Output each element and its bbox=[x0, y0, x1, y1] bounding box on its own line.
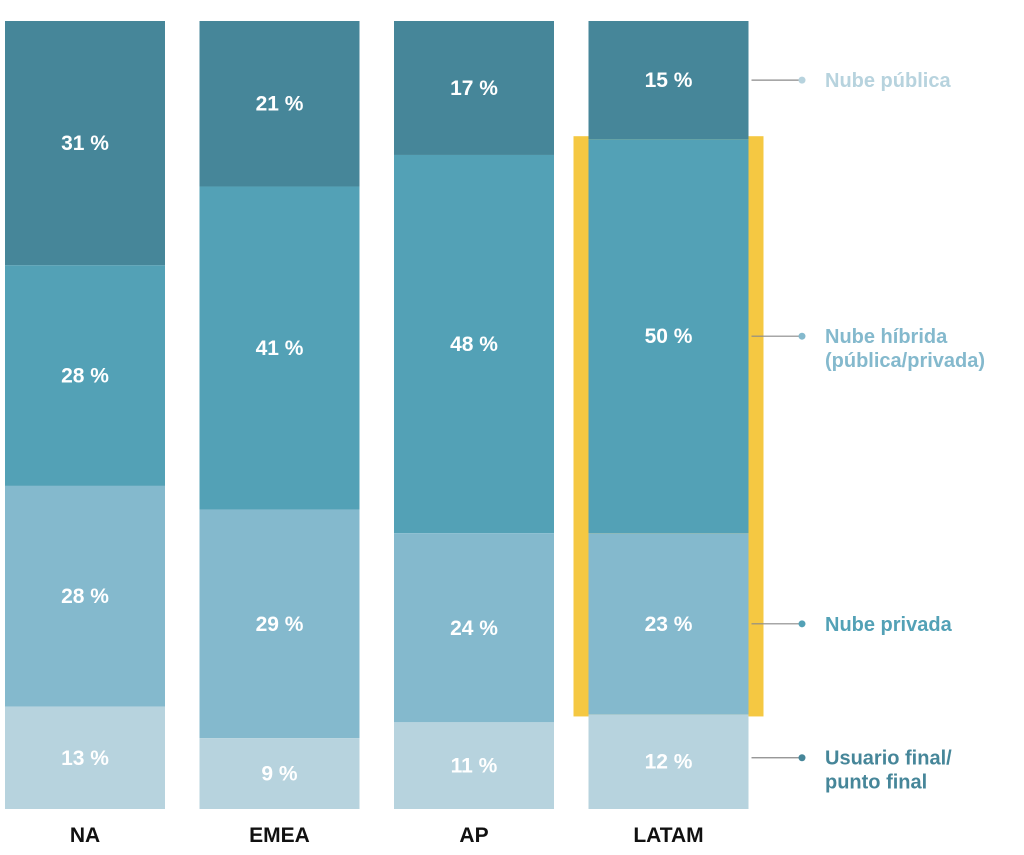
bar-segment-ap-nube-privada bbox=[394, 533, 554, 723]
data-label-ap-nube-privada: 24 % bbox=[450, 617, 498, 640]
bar-segment-ap-nube-publica bbox=[394, 21, 554, 155]
legend-label-nube-publica: Nube pública bbox=[825, 70, 951, 92]
legend-label-nube-privada: Nube privada bbox=[825, 614, 953, 636]
data-label-emea-nube-privada: 29 % bbox=[256, 613, 304, 636]
legend-label-usuario-final-punto-final-line-2: punto final bbox=[825, 772, 927, 794]
legend-dot-usuario-final-punto-final bbox=[798, 754, 806, 762]
bar-segment-na-nube-publica bbox=[5, 21, 165, 266]
bar-segment-na-nube-hibrida-publica-privada bbox=[5, 265, 165, 486]
legend-dot-nube-publica bbox=[798, 76, 806, 84]
data-label-latam-nube-hibrida-publica-privada: 50 % bbox=[645, 325, 693, 348]
category-label-na: NA bbox=[70, 824, 100, 847]
bar-segment-emea-nube-hibrida-publica-privada bbox=[199, 186, 360, 510]
data-label-ap-nube-hibrida-publica-privada: 48 % bbox=[450, 333, 498, 356]
legend-label-usuario-final-punto-final-line-1: Usuario final/ bbox=[825, 748, 952, 770]
bar-segment-latam-nube-publica bbox=[588, 21, 749, 140]
data-label-na-nube-privada: 28 % bbox=[61, 585, 109, 608]
data-label-latam-usuario-final-punto-final: 12 % bbox=[645, 751, 693, 774]
data-label-emea-usuario-final-punto-final: 9 % bbox=[261, 763, 298, 786]
data-label-latam-nube-publica: 15 % bbox=[645, 69, 693, 92]
data-label-emea-nube-hibrida-publica-privada: 41 % bbox=[256, 337, 304, 360]
category-label-emea: EMEA bbox=[249, 824, 310, 847]
bar-segment-ap-nube-hibrida-publica-privada bbox=[394, 154, 554, 534]
category-label-ap: AP bbox=[459, 824, 488, 847]
data-label-emea-nube-publica: 21 % bbox=[256, 93, 304, 116]
legend-dot-nube-privada bbox=[798, 620, 806, 628]
data-label-ap-nube-publica: 17 % bbox=[450, 77, 498, 100]
bar-segment-emea-usuario-final-punto-final bbox=[199, 738, 360, 809]
bar-segment-ap-usuario-final-punto-final bbox=[394, 722, 554, 809]
category-label-latam: LATAM bbox=[633, 824, 703, 847]
legend-dot-nube-hibrida-publica-privada bbox=[798, 332, 806, 340]
data-label-na-usuario-final-punto-final: 13 % bbox=[61, 747, 109, 770]
bar-segment-emea-nube-privada bbox=[199, 509, 360, 739]
bar-segment-emea-nube-publica bbox=[199, 21, 360, 187]
data-label-ap-usuario-final-punto-final: 11 % bbox=[451, 755, 498, 778]
data-label-na-nube-hibrida-publica-privada: 28 % bbox=[61, 365, 109, 388]
bar-segment-na-usuario-final-punto-final bbox=[5, 706, 165, 809]
legend-label-nube-hibrida-publica-privada-line-1: Nube híbrida bbox=[825, 326, 948, 348]
bar-segment-latam-nube-hibrida-publica-privada bbox=[588, 139, 749, 534]
bar-segment-na-nube-privada bbox=[5, 485, 165, 707]
bar-segment-latam-nube-privada bbox=[588, 533, 749, 715]
bar-segment-latam-usuario-final-punto-final bbox=[588, 714, 749, 809]
data-label-na-nube-publica: 31 % bbox=[61, 132, 109, 155]
legend-label-nube-hibrida-publica-privada-line-2: (pública/privada) bbox=[825, 350, 985, 372]
data-label-latam-nube-privada: 23 % bbox=[645, 613, 693, 636]
